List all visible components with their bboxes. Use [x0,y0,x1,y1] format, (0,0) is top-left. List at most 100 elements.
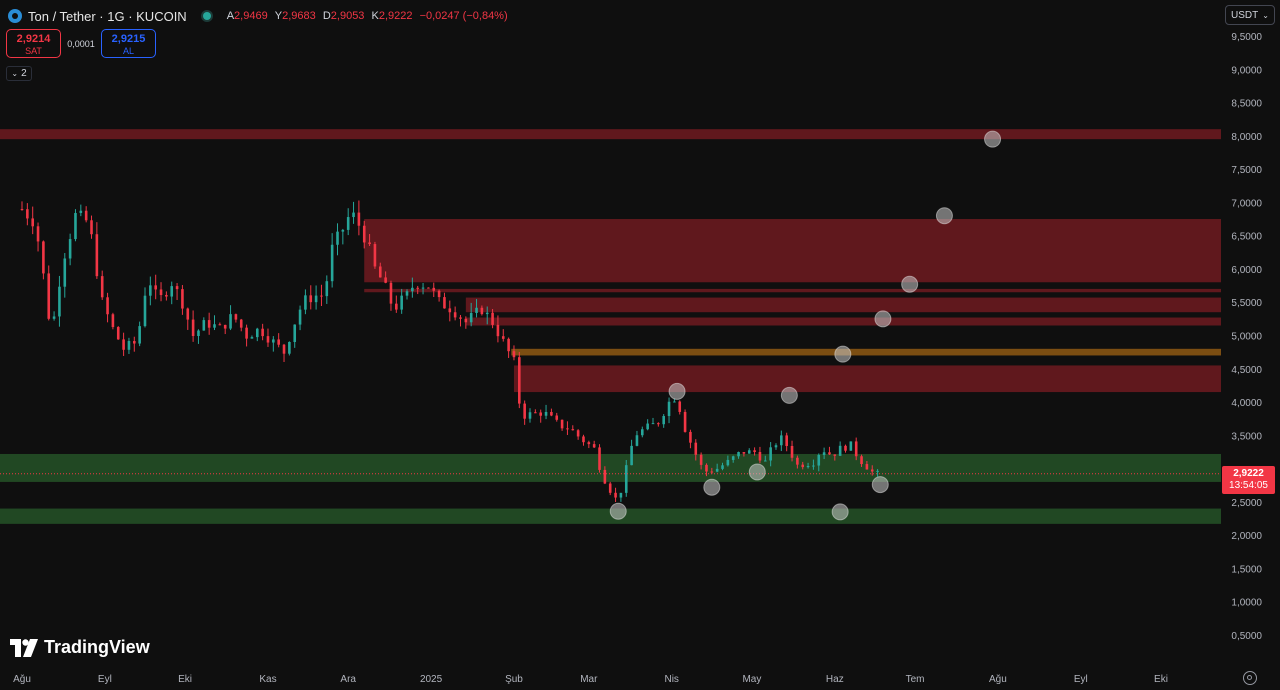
candle-body [603,469,607,484]
ohlc-values: A2,9469 Y2,9683 D2,9053 K2,9222 −0,0247 … [223,10,508,22]
ohlc-low-value: 2,9053 [330,10,365,22]
candle-body [774,445,778,448]
candle-body [330,244,334,282]
candle [544,404,548,420]
candle-body [197,330,200,337]
candle [646,419,649,431]
indicators-toggle-button[interactable]: ⌄ 2 [6,66,32,81]
candle-body [218,324,222,326]
candle-body [758,451,762,461]
candle-body [223,324,227,329]
candle-body [362,225,366,243]
candle [90,215,93,239]
y-tick-label: 0,5000 [1231,631,1262,642]
candle [197,329,200,344]
candle-body [689,431,692,443]
sell-price: 2,9214 [16,33,51,45]
x-tick-label: Tem [906,674,925,685]
candle [293,324,297,348]
projection-marker [703,478,721,496]
sell-button[interactable]: 2,9214 SAT [6,29,61,58]
candle-body [175,286,179,290]
candle [678,400,682,415]
candle-body [710,471,714,473]
symbol-title[interactable]: Ton / Tether · 1G · KUCOIN [28,8,187,24]
candle [801,461,805,470]
candle-body [31,218,34,227]
candle-body [400,295,403,310]
candle-body [314,295,318,303]
candle-body [229,314,232,329]
candle [534,409,537,414]
candle-body [544,412,548,416]
candle-body [619,492,623,498]
candle-body [191,319,195,337]
ohlc-close-key: K [371,10,379,22]
candle-body [828,452,831,455]
candle-body [469,313,473,323]
candle-body [202,320,206,331]
candle-body [453,312,457,318]
tradingview-logo-icon [10,638,38,657]
candle [159,282,163,302]
candle-body [346,217,350,230]
candle [539,409,542,423]
candle [352,201,355,224]
candle [202,317,206,331]
ohlc-change-value: −0,0247 (−0,84%) [419,10,508,22]
candle-body [838,445,842,456]
candle-body [20,209,24,211]
y-tick-label: 1,5000 [1231,564,1262,575]
candle [469,302,473,327]
candle-body [277,339,280,345]
candle-body [817,454,821,466]
candle-body [801,464,805,468]
tradingview-logo[interactable]: TradingView [10,637,150,658]
candle [31,206,34,235]
settings-gear-icon[interactable] [1243,671,1257,685]
candle [737,451,740,459]
candle-body [464,318,468,323]
candle-body [437,290,441,298]
candle-body [255,328,259,338]
candle-body [560,419,564,429]
candle-body [389,282,393,304]
candle-body [239,319,243,328]
buy-price: 2,9215 [111,33,146,45]
candle [261,323,264,341]
candle [512,345,516,361]
candle-body [421,287,425,289]
x-tick-label: Ara [340,674,356,685]
candle [384,271,387,284]
candle [550,408,553,417]
candle-body [485,312,489,315]
candle [437,289,441,302]
candle [149,276,152,306]
candle [833,454,837,461]
candle-body [261,328,264,337]
currency-select[interactable]: USDT ⌄ [1225,5,1275,25]
candle [42,240,45,280]
candle-body [667,401,671,417]
candle [667,397,671,424]
candle-body [699,454,703,465]
candle-body [512,351,516,358]
candle [47,265,51,321]
candle-body [582,436,585,443]
candle [566,421,569,435]
candle [582,434,585,446]
candle-body [566,428,569,430]
buy-button[interactable]: 2,9215 AL [101,29,156,58]
candle [84,206,88,223]
candle [443,292,446,309]
projection-marker [748,463,766,481]
candle [844,444,847,453]
projection-marker [984,130,1002,148]
candle-body [635,435,639,446]
candle-body [266,336,270,343]
resistance-zone [465,317,1221,326]
candle-body [405,291,409,296]
candle [603,466,607,485]
candle-body [550,412,553,416]
